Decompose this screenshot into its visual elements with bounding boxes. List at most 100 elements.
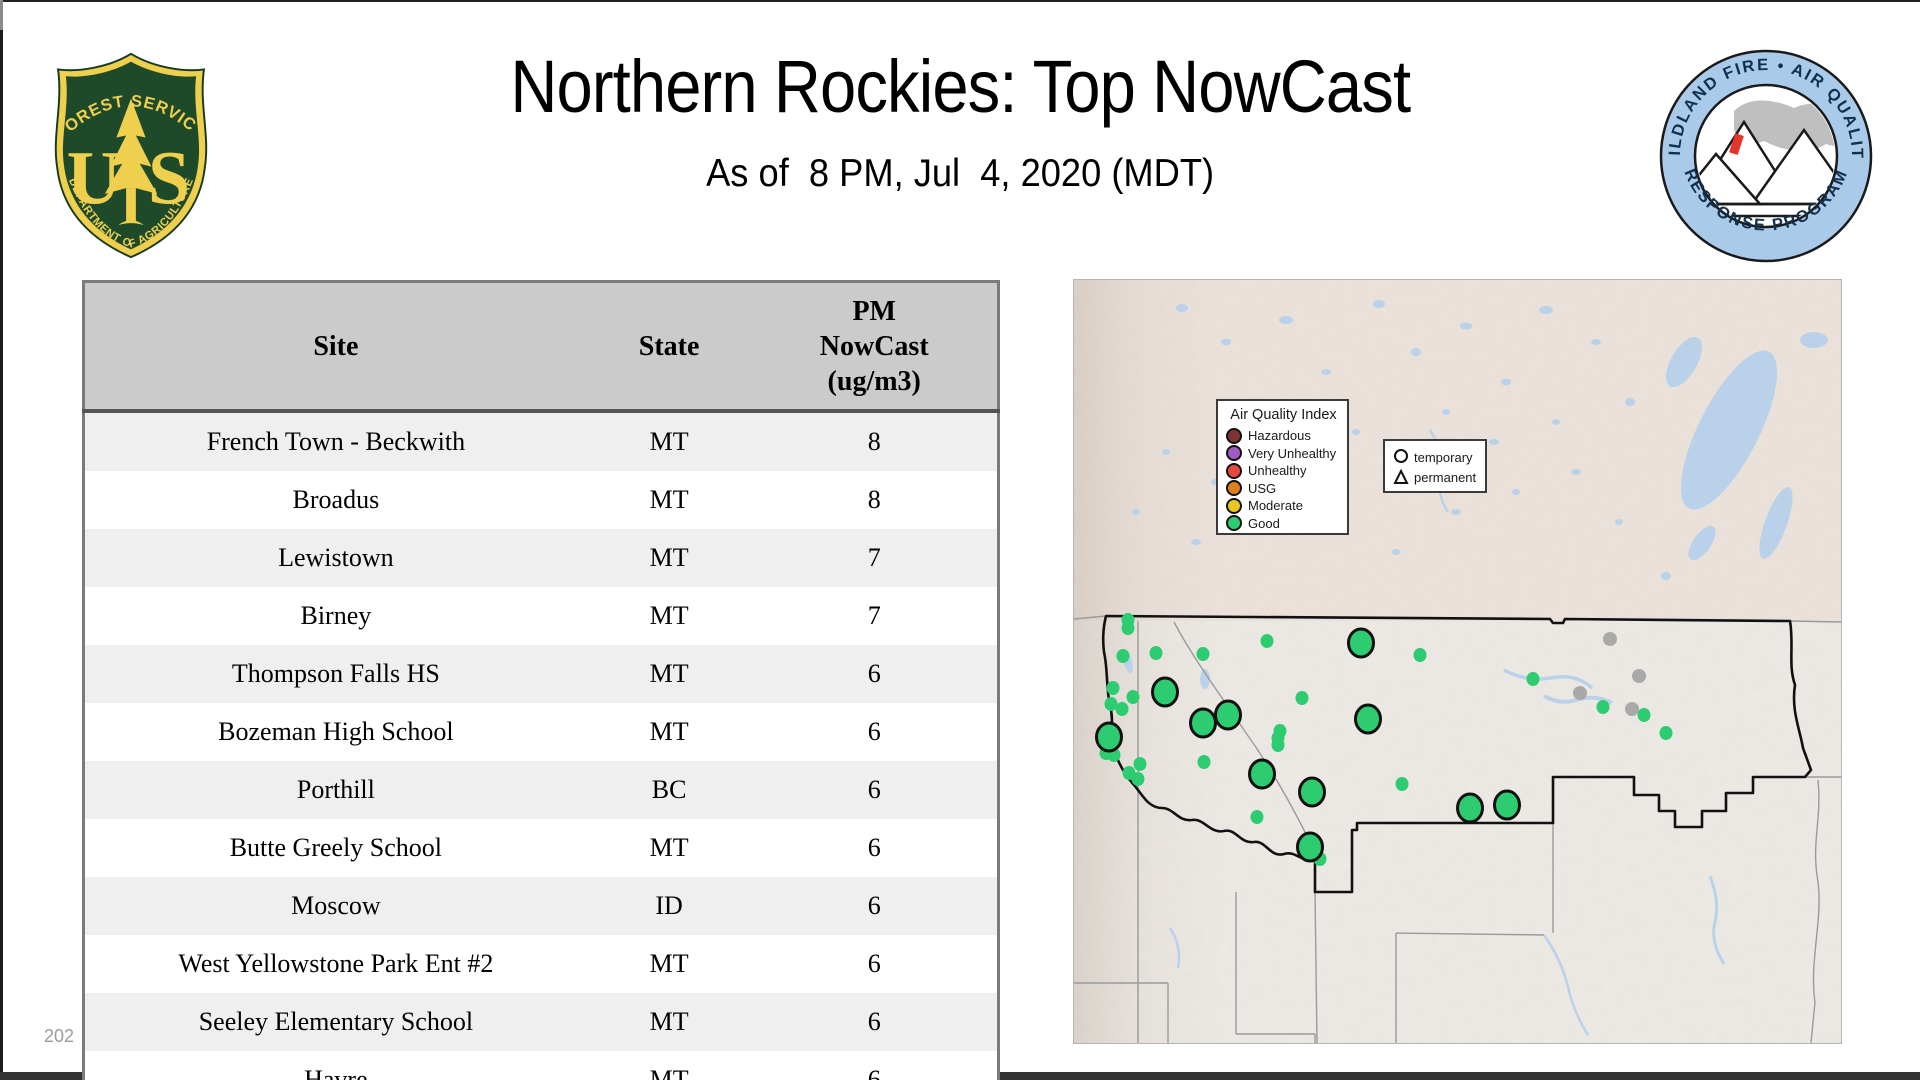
aqi-legend-item: Moderate <box>1226 497 1347 515</box>
aqi-item-label: Hazardous <box>1248 428 1311 444</box>
permanent-monitor-icon <box>1393 468 1409 484</box>
header-pm-nowcast: PM NowCast (ug/m3) <box>751 281 999 413</box>
temporary-monitor-icon <box>1394 449 1408 463</box>
water-features <box>1123 300 1828 689</box>
monitor-marker <box>1115 702 1129 716</box>
site-cell: French Town - Beckwith <box>206 427 466 456</box>
nowcast-table: Site State PM NowCast (ug/m3) French Tow… <box>82 280 1000 1080</box>
pm-value-cell: 6 <box>867 717 881 746</box>
table-row: Broadus MT 8 <box>83 471 999 529</box>
site-cell: Birney <box>300 601 372 630</box>
table-row: West Yellowstone Park Ent #2 MT 6 <box>83 935 999 993</box>
monitor-marker <box>1298 776 1326 808</box>
monitor-marker <box>1106 681 1120 695</box>
aqi-legend-title: Air Quality Index <box>1230 407 1337 423</box>
pm-value-cell: 6 <box>867 833 881 862</box>
monitor-marker <box>1603 632 1617 646</box>
pm-value-cell: 6 <box>867 775 881 804</box>
state-cell: ID <box>655 891 683 920</box>
state-cell: MT <box>649 1065 689 1080</box>
aqi-legend-item: USG <box>1226 480 1347 498</box>
monitor-marker <box>1456 792 1484 824</box>
table-row: Havre MT 6 <box>83 1051 999 1080</box>
aqi-color-dot <box>1226 480 1242 497</box>
fs-letter-s: S <box>148 137 190 221</box>
site-cell: Bozeman High School <box>218 717 454 746</box>
site-cell: Lewistown <box>278 543 394 572</box>
monitor-map: Air Quality Index Hazardous Very Unhealth… <box>1073 279 1842 1044</box>
aqi-item-label: Good <box>1248 515 1280 531</box>
monitor-marker <box>1149 646 1163 660</box>
symbol-legend: temporary permanent <box>1383 439 1487 493</box>
monitor-marker <box>1347 627 1375 659</box>
state-cell: MT <box>649 601 689 630</box>
site-cell: Moscow <box>291 891 381 920</box>
table-row: Porthill BC 6 <box>83 761 999 819</box>
screen-edge-top <box>0 0 1920 2</box>
aqi-color-dot <box>1226 462 1242 479</box>
state-cell: MT <box>649 543 689 572</box>
aqi-legend-item: Good <box>1226 515 1347 533</box>
permanent-label: permanent <box>1414 469 1477 485</box>
monitor-marker <box>1295 691 1309 705</box>
site-cell: Butte Greely School <box>229 833 443 862</box>
table-row: Butte Greely School MT 6 <box>83 819 999 877</box>
monitor-marker <box>1632 669 1646 683</box>
fs-letter-u: U <box>67 137 122 221</box>
aqi-color-dot <box>1226 445 1242 462</box>
aqi-item-label: USG <box>1248 480 1277 496</box>
inactive-site-markers <box>1573 632 1646 716</box>
monitor-marker <box>1625 702 1639 716</box>
forest-service-logo: FOREST SERVICE U S DEPARTMENT OF AGRICUL… <box>47 48 208 259</box>
monitor-marker <box>1493 789 1521 821</box>
aqi-color-dot <box>1226 427 1242 444</box>
screen-edge-left <box>0 0 3 1080</box>
monitor-marker <box>1116 649 1130 663</box>
state-cell: MT <box>649 427 689 456</box>
monitor-marker <box>1133 757 1147 771</box>
monitor-marker <box>1196 647 1210 661</box>
monitor-marker <box>1248 758 1276 790</box>
state-cell: MT <box>649 485 689 514</box>
pm-value-cell: 6 <box>867 659 881 688</box>
aqi-item-label: Moderate <box>1248 498 1303 514</box>
aqi-color-dot <box>1226 515 1242 532</box>
monitor-marker <box>1296 831 1324 863</box>
site-cell: West Yellowstone Park Ent #2 <box>178 949 494 978</box>
monitor-marker <box>1573 686 1587 700</box>
permanent-site-markers <box>1095 627 1521 863</box>
monitor-marker <box>1214 699 1242 731</box>
monitor-marker <box>1354 703 1382 735</box>
footer-timestamp-partial: 202 <box>44 1026 75 1046</box>
monitor-marker <box>1095 721 1123 753</box>
pm-value-cell: 7 <box>867 601 881 630</box>
monitor-marker <box>1637 708 1651 722</box>
screen-edge-left-top <box>0 0 3 30</box>
monitor-marker <box>1250 810 1264 824</box>
table-header-row: Site State PM NowCast (ug/m3) <box>83 281 999 413</box>
table-row: Thompson Falls HS MT 6 <box>83 645 999 703</box>
monitor-marker <box>1104 697 1118 711</box>
state-cell: MT <box>649 1007 689 1036</box>
aqi-legend: Air Quality Index Hazardous Very Unhealth… <box>1216 399 1349 535</box>
wfaqrp-logo: WILDLAND FIRE • AIR QUALITY RESPONSE PRO… <box>1656 46 1873 263</box>
site-cell: Broadus <box>292 485 380 514</box>
monitor-marker <box>1126 690 1140 704</box>
table-row: Lewistown MT 7 <box>83 529 999 587</box>
aqi-legend-item: Hazardous <box>1226 427 1347 445</box>
site-cell: Seeley Elementary School <box>198 1007 474 1036</box>
monitor-marker <box>1413 648 1427 662</box>
state-cell: MT <box>649 949 689 978</box>
site-cell: Porthill <box>296 775 375 804</box>
page-title: Northern Rockies: Top NowCast <box>510 45 1411 128</box>
pm-value-cell: 7 <box>867 543 881 572</box>
table-row: Seeley Elementary School MT 6 <box>83 993 999 1051</box>
table-row: French Town - Beckwith MT 8 <box>83 411 999 471</box>
monitor-marker <box>1260 634 1274 648</box>
aqi-item-label: Very Unhealthy <box>1248 445 1337 461</box>
map-canvas <box>1074 280 1841 1043</box>
state-cell: MT <box>649 717 689 746</box>
pm-value-cell: 6 <box>867 1007 881 1036</box>
state-cell: MT <box>649 659 689 688</box>
